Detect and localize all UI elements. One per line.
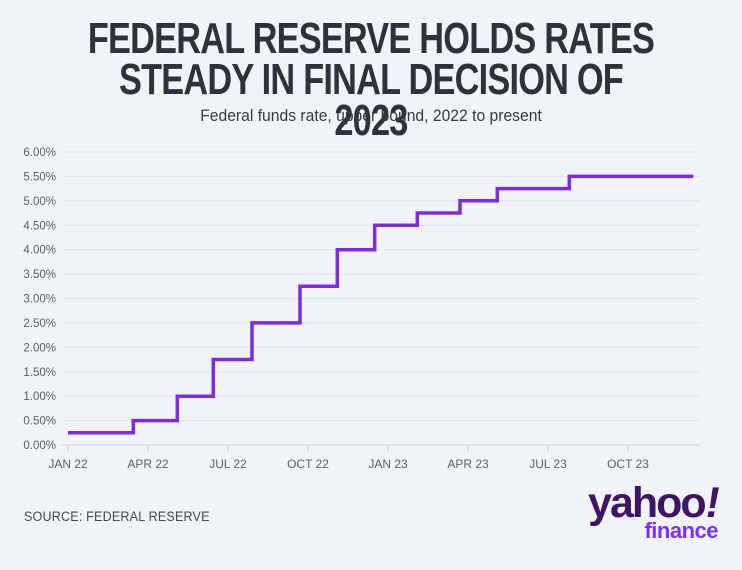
x-axis-tick-label: JUL 22 bbox=[209, 457, 247, 471]
y-axis-tick-label: 0.50% bbox=[23, 416, 56, 428]
y-axis-tick-label: 5.00% bbox=[23, 196, 56, 208]
x-axis-tick-label: OCT 22 bbox=[287, 457, 329, 471]
x-axis-tick-label: JAN 23 bbox=[368, 457, 408, 471]
y-axis-tick-label: 2.00% bbox=[23, 342, 56, 354]
yahoo-finance-label: finance bbox=[644, 518, 718, 543]
y-axis-tick-label: 3.50% bbox=[23, 269, 56, 281]
page-title: FEDERAL RESERVE HOLDS RATES STEADY IN FI… bbox=[87, 14, 655, 145]
x-axis-tick-label: OCT 23 bbox=[607, 457, 649, 471]
source-text: SOURCE: FEDERAL RESERVE bbox=[24, 509, 210, 524]
page-subtitle: Federal funds rate, upper bound, 2022 to… bbox=[200, 107, 542, 125]
x-axis-tick-label: APR 22 bbox=[127, 457, 169, 471]
y-axis-tick-label: 4.00% bbox=[23, 245, 56, 257]
y-axis-tick-label: 5.50% bbox=[23, 171, 56, 183]
rate-chart-svg: 0.00% 0.50% 1.00% 1.50% 2.00% 2.50% 3.00% 3.50%… bbox=[23, 147, 700, 471]
yahoo-logo-text: yahoo bbox=[588, 479, 707, 527]
y-axis-tick-label: 1.50% bbox=[23, 367, 56, 379]
y-axis-tick-label: 1.00% bbox=[23, 391, 56, 403]
yahoo-logo-exclamation: ! bbox=[701, 479, 723, 527]
yahoo-logo-wordmark: yahoo! bbox=[588, 479, 723, 527]
y-axis-tick-label: 2.50% bbox=[23, 318, 56, 330]
yahoo-finance-logo: yahoo! finance bbox=[588, 479, 723, 543]
x-axis-tick-label: JAN 22 bbox=[48, 457, 88, 471]
y-axis-tick-label: 4.50% bbox=[23, 220, 56, 232]
rate-step-line bbox=[68, 174, 694, 435]
y-axis-tick-label: 6.00% bbox=[23, 147, 56, 159]
y-axis-tick-label: 3.00% bbox=[23, 294, 56, 306]
x-axis-tick-label: JUL 23 bbox=[529, 457, 567, 471]
x-axis-tick-label: APR 23 bbox=[447, 457, 489, 471]
y-axis-tick-label: 0.00% bbox=[23, 440, 56, 452]
